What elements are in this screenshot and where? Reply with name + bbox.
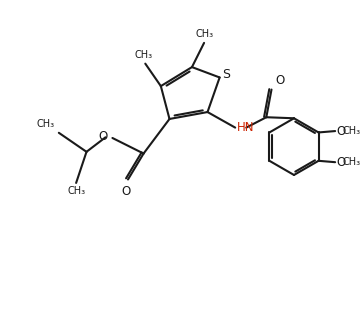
Text: CH₃: CH₃ xyxy=(68,187,86,196)
Text: O: O xyxy=(98,130,107,143)
Text: O: O xyxy=(336,125,345,138)
Text: O: O xyxy=(121,185,130,198)
Text: O: O xyxy=(336,156,345,169)
Text: CH₃: CH₃ xyxy=(196,30,214,40)
Text: S: S xyxy=(222,68,230,81)
Text: CH₃: CH₃ xyxy=(343,157,361,167)
Text: CH₃: CH₃ xyxy=(343,126,361,136)
Text: CH₃: CH₃ xyxy=(37,119,55,129)
Text: HN: HN xyxy=(237,122,255,134)
Text: O: O xyxy=(275,74,284,87)
Text: CH₃: CH₃ xyxy=(135,50,153,60)
